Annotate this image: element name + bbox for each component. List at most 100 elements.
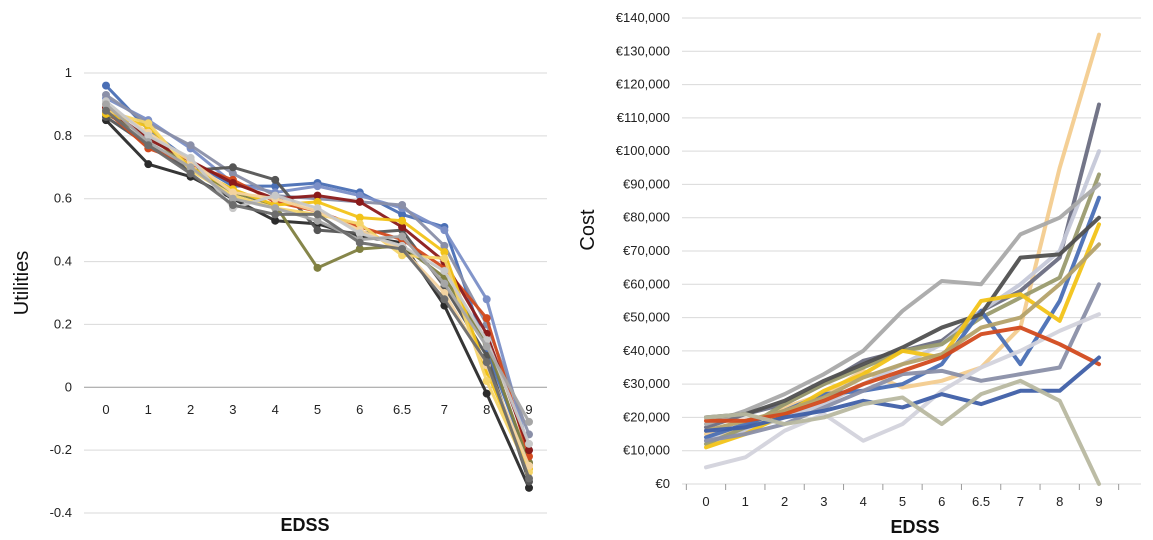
- x-tick-label: 0: [102, 402, 109, 417]
- data-point: [482, 295, 491, 304]
- y-tick-label: €70,000: [623, 243, 670, 258]
- data-point: [525, 417, 533, 426]
- data-point: [482, 377, 491, 385]
- data-point: [102, 106, 110, 115]
- data-point: [525, 439, 533, 448]
- x-tick-label: 9: [525, 402, 532, 417]
- data-point: [228, 163, 237, 172]
- y-tick-label: €30,000: [623, 376, 670, 391]
- y-tick-label: 0: [65, 379, 72, 394]
- y-axis-title: Utilities: [11, 251, 33, 315]
- series-line: [704, 378, 1101, 486]
- x-tick-label: 7: [441, 402, 448, 417]
- data-point: [271, 175, 280, 184]
- series-line: [704, 242, 1101, 433]
- data-point: [228, 194, 237, 203]
- data-point: [355, 219, 364, 228]
- data-point: [440, 267, 449, 275]
- data-point: [186, 153, 195, 162]
- series-line: [704, 325, 1101, 423]
- series-line: [704, 215, 1101, 420]
- data-point: [313, 263, 322, 272]
- y-axis-title: Cost: [577, 209, 599, 251]
- x-tick-label: 3: [229, 402, 236, 417]
- y-tick-label: €110,000: [617, 110, 670, 125]
- data-point: [440, 248, 449, 257]
- data-point: [313, 191, 322, 200]
- y-tick-label: €10,000: [623, 443, 670, 458]
- data-point: [228, 169, 237, 178]
- data-point: [398, 210, 407, 219]
- y-tick-label: €40,000: [623, 343, 670, 358]
- y-tick-label: €60,000: [623, 276, 670, 291]
- series-line: [704, 312, 1101, 470]
- y-tick-label: 0.2: [54, 316, 72, 331]
- x-tick-label: 1: [145, 402, 152, 417]
- cost-chart: €0 €10,000 €20,000 €30,000 €40,000 €50,000 €60…: [577, 10, 1141, 537]
- data-point: [482, 342, 491, 351]
- x-axis-title: EDSS: [280, 515, 329, 535]
- data-point: [313, 204, 322, 213]
- data-point: [271, 191, 280, 200]
- data-point: [398, 245, 407, 253]
- x-tick-label: 6.5: [393, 402, 411, 417]
- y-tick-label: €140,000: [616, 10, 670, 25]
- data-point: [482, 314, 491, 323]
- x-tick-label: 4: [272, 402, 279, 417]
- data-point: [144, 160, 153, 169]
- data-point: [313, 197, 322, 206]
- x-tick-label: 5: [899, 494, 906, 509]
- data-point: [398, 232, 407, 241]
- data-point: [186, 169, 195, 178]
- data-point: [313, 226, 322, 235]
- data-point: [144, 141, 153, 150]
- y-tick-label: €80,000: [623, 210, 670, 225]
- x-tick-label: 1: [742, 494, 749, 509]
- data-point: [228, 201, 237, 209]
- x-tick-label: 6: [938, 494, 945, 509]
- x-tick-label: 2: [781, 494, 788, 509]
- data-point: [525, 474, 533, 483]
- x-tick-label: 6: [356, 402, 363, 417]
- x-axis-title: EDSS: [890, 517, 939, 537]
- data-point: [440, 254, 449, 263]
- y-tick-label: €100,000: [616, 143, 670, 158]
- x-tick-label: 8: [1056, 494, 1063, 509]
- x-tick-label: 6.5: [972, 494, 990, 509]
- data-point: [313, 210, 322, 219]
- x-tick-label: 4: [860, 494, 867, 509]
- x-tick-label: 5: [314, 402, 321, 417]
- data-point: [102, 81, 110, 90]
- y-tick-label: €20,000: [623, 409, 670, 424]
- x-tick-label: 0: [702, 494, 709, 509]
- y-tick-label: €0: [656, 476, 670, 491]
- data-point: [271, 216, 280, 225]
- data-point: [144, 131, 153, 140]
- data-point: [525, 483, 533, 492]
- data-point: [525, 446, 533, 455]
- data-point: [398, 201, 407, 209]
- data-point: [313, 216, 322, 225]
- data-point: [144, 119, 153, 128]
- y-tick-label: €50,000: [623, 310, 670, 325]
- data-point: [398, 216, 407, 225]
- y-tick-label: €120,000: [616, 77, 670, 92]
- data-point: [440, 279, 449, 288]
- data-point: [440, 241, 449, 250]
- y-tick-label: 0.4: [54, 254, 72, 269]
- x-tick-label: 8: [483, 402, 490, 417]
- data-point: [355, 245, 364, 253]
- data-point: [482, 358, 491, 367]
- data-point: [355, 229, 364, 238]
- data-point: [355, 191, 364, 200]
- data-point: [440, 295, 449, 304]
- data-point: [313, 182, 322, 191]
- data-point: [271, 204, 280, 213]
- data-point: [482, 389, 491, 398]
- x-tick-label: 7: [1017, 494, 1024, 509]
- data-point: [186, 163, 195, 172]
- data-point: [102, 100, 110, 109]
- data-point: [102, 91, 110, 99]
- y-tick-label: 0.8: [54, 128, 72, 143]
- x-tick-label: 3: [820, 494, 827, 509]
